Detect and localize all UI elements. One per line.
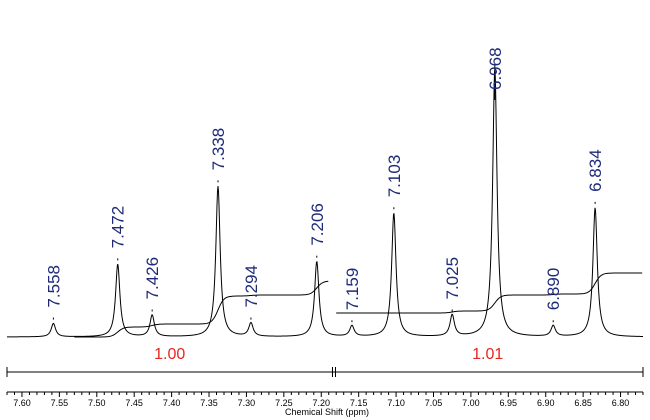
peak-label: 7.103 xyxy=(385,155,404,198)
peak-label: 7.025 xyxy=(443,257,462,300)
integral-curve xyxy=(74,280,329,338)
peak-label: 7.338 xyxy=(209,128,228,171)
x-tick-label: 7.45 xyxy=(125,398,143,408)
x-tick-label: 7.05 xyxy=(425,398,443,408)
x-tick-label: 7.30 xyxy=(238,398,256,408)
x-axis-title: Chemical Shift (ppm) xyxy=(285,407,369,417)
integral-value-label: 1.00 xyxy=(154,346,185,363)
integral-region-bar: 1.00 1.01 xyxy=(6,346,644,377)
peak-label: 7.558 xyxy=(44,265,63,308)
spectrum-trace xyxy=(7,68,644,338)
x-tick-label: 7.55 xyxy=(51,398,69,408)
x-tick-label: 6.95 xyxy=(500,398,518,408)
spectrum-line xyxy=(7,68,644,338)
x-tick-label: 7.10 xyxy=(387,398,405,408)
peak-label: 7.426 xyxy=(143,257,162,300)
x-tick-label: 7.50 xyxy=(88,398,106,408)
peak-label: 7.159 xyxy=(343,268,362,311)
integral-value-label: 1.01 xyxy=(472,346,503,363)
peak-label: 6.890 xyxy=(544,268,563,311)
x-tick-label: 7.15 xyxy=(350,398,368,408)
x-tick-label: 6.85 xyxy=(574,398,592,408)
peak-label: 7.472 xyxy=(109,206,128,249)
peak-label: 6.834 xyxy=(586,149,605,192)
x-tick-label: 7.60 xyxy=(13,398,31,408)
x-tick-label: 7.20 xyxy=(312,398,330,408)
x-tick-label: 7.25 xyxy=(275,398,293,408)
x-axis: 7.60 7.55 7.50 7.45 7.40 7.35 7.30 7.25 7.20 7.15… xyxy=(6,391,644,408)
x-tick-label: 6.90 xyxy=(537,398,555,408)
peak-label: 7.294 xyxy=(242,265,261,308)
x-tick-label: 6.80 xyxy=(612,398,630,408)
peak-labels: 7.558 7.472 7.426 7.338 7.294 7.206 7.159 7.103… xyxy=(44,47,605,323)
peak-label: 6.968 xyxy=(486,47,505,90)
x-tick-label: 7.35 xyxy=(200,398,218,408)
x-tick-label: 7.40 xyxy=(163,398,181,408)
peak-label: 7.206 xyxy=(308,203,327,246)
x-tick-label: 7.00 xyxy=(462,398,480,408)
